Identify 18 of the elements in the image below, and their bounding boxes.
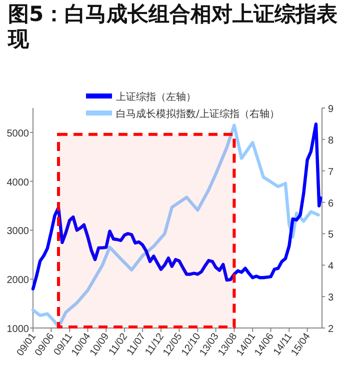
y2-tick-label: 6 [328, 198, 334, 210]
legend-label: 上证综指（左轴） [116, 91, 196, 103]
y2-tick-label: 7 [328, 166, 334, 178]
line-series [31, 122, 322, 290]
y2-tick-label: 5 [328, 230, 334, 241]
chart-title: 图5：白马成长组合相对上证综指表现 [8, 2, 338, 52]
y-tick-label: 4000 [6, 177, 30, 188]
y2-tick-label: 8 [328, 135, 334, 146]
legend-label: 白马成长模拟指数/上证综指（右轴） [116, 108, 280, 120]
y2-tick-label: 9 [328, 104, 334, 115]
y2-tick-label: 2 [328, 324, 334, 335]
y2-tick-label: 4 [328, 261, 334, 272]
line-series [31, 124, 320, 329]
y-tick-label: 3000 [6, 226, 30, 238]
y2-tick-label: 3 [328, 292, 334, 304]
y-tick-label: 1000 [6, 324, 30, 335]
y-tick-label: 2000 [6, 275, 30, 286]
y-tick-label: 5000 [6, 128, 30, 140]
